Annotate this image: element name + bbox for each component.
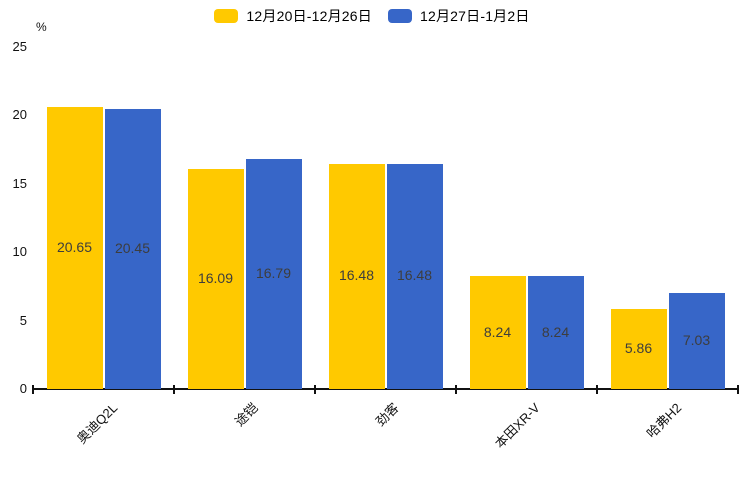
bar-本田XR-V-series1: 8.24: [469, 276, 526, 389]
legend-item-1[interactable]: 12月20日-12月26日: [214, 6, 372, 26]
x-tick-mark: [314, 385, 316, 394]
x-category-label: 奥迪Q2L: [73, 400, 121, 447]
legend-swatch-icon: [387, 9, 412, 23]
legend-label: 12月27日-1月2日: [419, 8, 530, 24]
bar-value-label: 20.65: [56, 238, 93, 255]
bar-奥迪Q2L-series2: 20.45: [104, 109, 161, 389]
bar-value-label: 8.24: [483, 323, 512, 340]
bar-value-label: 16.48: [396, 267, 433, 284]
legend-swatch-icon: [214, 9, 239, 23]
x-axis-line: [33, 388, 738, 390]
bar-奥迪Q2L-series1: 20.65: [46, 106, 103, 389]
x-category-label: 劲客: [373, 400, 403, 430]
y-tick-label: 25: [12, 39, 27, 54]
y-tick-label: 10: [12, 244, 27, 260]
x-tick-mark: [737, 385, 739, 394]
x-category-label: 途铠: [232, 400, 262, 430]
bar-value-label: 16.79: [255, 265, 292, 282]
y-tick-label: 0: [19, 381, 27, 396]
x-tick-mark: [596, 385, 598, 394]
bar-途铠-series1: 16.09: [187, 168, 244, 389]
bar-哈弗H2-series2: 7.03: [668, 292, 725, 389]
y-tick-label: 20: [12, 107, 27, 123]
x-tick-mark: [455, 385, 457, 394]
legend-label: 12月20日-12月26日: [246, 8, 372, 24]
x-tick-mark: [32, 385, 34, 394]
bar-value-label: 8.24: [541, 323, 570, 340]
bar-途铠-series2: 16.79: [245, 159, 302, 389]
bar-value-label: 16.48: [338, 267, 375, 284]
bar-value-label: 16.09: [197, 269, 234, 286]
legend-item-2[interactable]: 12月27日-1月2日: [387, 6, 530, 26]
bar-本田XR-V-series2: 8.24: [527, 276, 584, 389]
bar-value-label: 7.03: [682, 331, 711, 348]
y-axis-unit-label: %: [36, 20, 47, 34]
y-tick-label: 15: [12, 175, 27, 191]
bar-劲客-series1: 16.48: [328, 163, 385, 389]
chart-legend: 12月20日-12月26日 12月27日-1月2日: [0, 6, 744, 26]
bar-劲客-series2: 16.48: [386, 163, 443, 389]
bar-value-label: 20.45: [114, 240, 151, 257]
x-category-label: 哈弗H2: [643, 400, 685, 441]
y-tick-label: 5: [19, 312, 27, 328]
bar-value-label: 5.86: [624, 339, 653, 356]
x-tick-mark: [173, 385, 175, 394]
bar-哈弗H2-series1: 5.86: [610, 308, 667, 389]
x-category-label: 本田XR-V: [492, 400, 544, 452]
